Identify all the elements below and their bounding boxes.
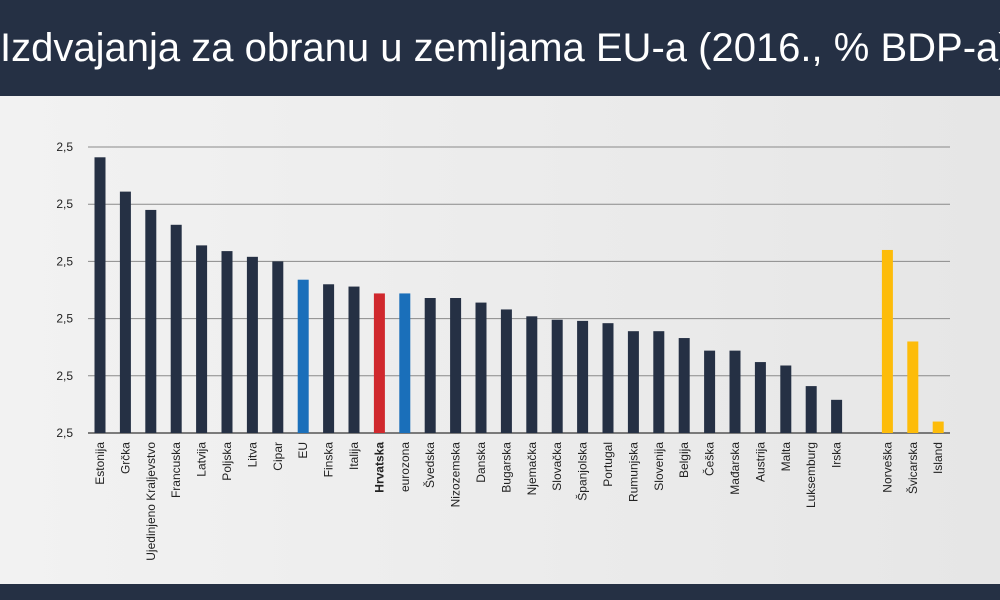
x-tick-label: Švedska bbox=[422, 442, 437, 488]
x-tick-label: Slovačka bbox=[550, 442, 564, 491]
x-tick-label: Irska bbox=[830, 442, 844, 468]
x-tick-label: Austrija bbox=[753, 442, 767, 482]
x-tick-label: Portugal bbox=[601, 442, 615, 487]
x-tick-label: Poljska bbox=[220, 442, 234, 481]
x-tick-label: Češka bbox=[702, 442, 717, 476]
x-tick-label: Litva bbox=[245, 442, 259, 468]
y-tick-label: 2,5 bbox=[56, 369, 73, 383]
y-tick-label: 2,5 bbox=[56, 426, 73, 440]
bar bbox=[780, 365, 792, 433]
bar bbox=[475, 302, 487, 433]
bar bbox=[526, 316, 538, 433]
x-tick-label: Španjolska bbox=[575, 442, 590, 501]
x-tick-label: Malta bbox=[779, 442, 793, 472]
bar bbox=[907, 341, 919, 433]
x-tick-label: Grčka bbox=[118, 442, 132, 474]
bar bbox=[500, 309, 512, 433]
y-tick-label: 2,5 bbox=[56, 197, 73, 211]
bar bbox=[881, 249, 893, 433]
x-tick-label: Island bbox=[931, 442, 945, 474]
bar bbox=[145, 209, 157, 433]
bar bbox=[373, 293, 385, 433]
bar bbox=[704, 350, 716, 433]
bar bbox=[831, 399, 843, 433]
chart-panel bbox=[0, 96, 1000, 584]
x-tick-label: Mađarska bbox=[728, 442, 742, 495]
x-tick-label: Švicarska bbox=[905, 442, 920, 494]
y-tick-label: 2,5 bbox=[56, 312, 73, 326]
x-tick-label: Norveška bbox=[880, 442, 894, 493]
x-tick-label: Ujedinjeno Kraljevstvo bbox=[144, 442, 158, 561]
x-tick-label: Cipar bbox=[271, 442, 285, 471]
bar bbox=[602, 323, 614, 433]
bar bbox=[729, 350, 741, 433]
x-tick-label: Belgija bbox=[677, 442, 691, 478]
bar bbox=[221, 251, 233, 433]
y-tick-label: 2,5 bbox=[56, 254, 73, 268]
bar bbox=[196, 245, 208, 433]
bar bbox=[399, 293, 411, 433]
bar bbox=[551, 319, 563, 433]
bar bbox=[297, 279, 309, 433]
bar bbox=[348, 286, 360, 433]
x-tick-label: Hrvatska bbox=[372, 442, 386, 493]
y-tick-label: 2,5 bbox=[56, 140, 73, 154]
bar bbox=[246, 256, 258, 433]
bar bbox=[323, 284, 335, 433]
x-tick-label: Estonija bbox=[93, 442, 107, 485]
bar bbox=[424, 298, 436, 433]
x-tick-label: Bugarska bbox=[499, 442, 513, 493]
bar bbox=[119, 191, 131, 433]
bar bbox=[754, 362, 766, 433]
footer-bar bbox=[0, 584, 1000, 600]
x-tick-label: Njemačka bbox=[525, 442, 539, 496]
x-tick-label: EU bbox=[296, 442, 310, 459]
x-tick-label: Francuska bbox=[169, 442, 183, 498]
bar bbox=[577, 320, 589, 433]
bar bbox=[94, 157, 106, 433]
x-tick-label: Danska bbox=[474, 442, 488, 483]
page-title: Izdvajanja za obranu u zemljama EU-a (20… bbox=[0, 26, 1000, 70]
bar bbox=[627, 331, 639, 433]
bar bbox=[653, 331, 665, 433]
x-tick-label: Rumunjska bbox=[626, 442, 640, 502]
x-tick-label: eurozona bbox=[398, 442, 412, 492]
bar bbox=[272, 261, 284, 433]
bar bbox=[450, 298, 462, 433]
header-bar: Izdvajanja za obranu u zemljama EU-a (20… bbox=[0, 0, 1000, 96]
x-tick-label: Italija bbox=[347, 442, 361, 470]
x-tick-label: Luksemburg bbox=[804, 442, 818, 508]
x-tick-label: Finska bbox=[322, 442, 336, 478]
x-tick-label: Latvija bbox=[195, 442, 209, 477]
bar bbox=[932, 421, 944, 433]
bar bbox=[678, 338, 690, 433]
x-tick-label: Nizozemska bbox=[449, 442, 463, 508]
x-tick-label: Slovenija bbox=[652, 442, 666, 491]
bar bbox=[805, 386, 817, 433]
bar bbox=[170, 224, 182, 433]
